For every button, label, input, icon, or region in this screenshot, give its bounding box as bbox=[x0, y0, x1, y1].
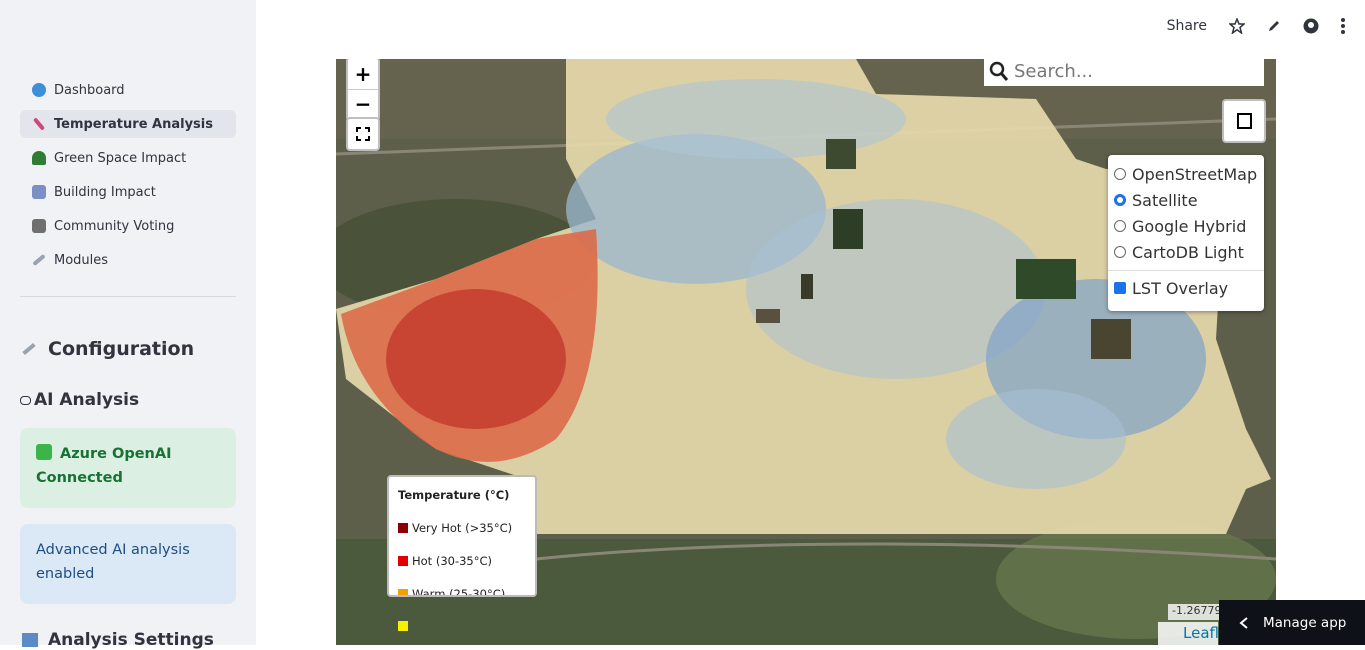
layer-label: CartoDB Light bbox=[1132, 242, 1244, 262]
attribution[interactable]: Leaflet bbox=[1158, 622, 1218, 645]
nav-label: Green Space Impact bbox=[54, 150, 187, 166]
legend-title: Temperature (°C) bbox=[398, 488, 510, 502]
section-header: AI Analysis bbox=[20, 390, 139, 410]
layer-label: Google Hybrid bbox=[1132, 216, 1247, 236]
legend-item: Warm (25-30°C) bbox=[398, 587, 506, 597]
legend-swatch bbox=[398, 621, 408, 631]
layer-label: Satellite bbox=[1132, 190, 1198, 210]
menu-icon[interactable] bbox=[1341, 18, 1345, 34]
nav-item[interactable]: Dashboard bbox=[20, 76, 236, 104]
info-box: Advanced AI analysis enabled bbox=[20, 524, 236, 604]
status-text: Azure OpenAI Connected bbox=[36, 446, 172, 486]
layer-control: OpenStreetMap Satellite Google Hybrid Ca… bbox=[1108, 155, 1264, 311]
sidebar: Dashboard Temperature Analysis Green Spa… bbox=[0, 0, 256, 650]
nav-label: Building Impact bbox=[54, 184, 156, 200]
coordinate-display: -1.26779 bbox=[1168, 604, 1222, 620]
layer-option[interactable]: Google Hybrid bbox=[1108, 213, 1264, 239]
zoom-control: + − bbox=[346, 59, 380, 121]
nav-item[interactable]: Modules bbox=[20, 246, 236, 274]
search-box[interactable]: Search... bbox=[984, 59, 1264, 86]
nav-label: Modules bbox=[54, 252, 109, 268]
nav-item[interactable]: Temperature Analysis bbox=[20, 110, 236, 138]
layer-option[interactable]: CartoDB Light bbox=[1108, 239, 1264, 265]
overlay-option[interactable]: LST Overlay bbox=[1108, 270, 1264, 305]
success-box: Azure OpenAI Connected bbox=[20, 428, 236, 508]
legend-label: Warm (25-30°C) bbox=[412, 587, 506, 597]
toolbar: Share bbox=[1167, 18, 1345, 34]
layer-option[interactable]: OpenStreetMap bbox=[1108, 161, 1264, 187]
zoom-out[interactable]: − bbox=[354, 92, 372, 116]
divider bbox=[20, 296, 236, 297]
map[interactable]: + − Search... OpenStreetMap Satellite Go… bbox=[336, 59, 1276, 645]
section-header: Configuration bbox=[22, 338, 194, 360]
manage-app-label: Manage app bbox=[1263, 614, 1347, 631]
fullscreen-button[interactable] bbox=[346, 117, 380, 151]
layer-toggle[interactable] bbox=[1222, 99, 1266, 143]
legend: Temperature (°C) Very Hot (>35°C) Hot (3… bbox=[387, 475, 537, 597]
status-text: Advanced AI analysis enabled bbox=[36, 542, 190, 582]
layer-option[interactable]: Satellite bbox=[1108, 187, 1264, 213]
header-text: AI Analysis bbox=[34, 390, 140, 410]
edit-icon[interactable] bbox=[1267, 19, 1281, 33]
section-header: Analysis Settings bbox=[22, 630, 214, 650]
star-icon[interactable] bbox=[1229, 18, 1245, 34]
github-icon[interactable] bbox=[1303, 18, 1319, 34]
nav-item[interactable]: Building Impact bbox=[20, 178, 236, 206]
header-text: Configuration bbox=[48, 338, 195, 360]
nav-label: Dashboard bbox=[54, 82, 125, 98]
legend-item: Hot (30-35°C) bbox=[398, 554, 492, 568]
nav-item[interactable]: Green Space Impact bbox=[20, 144, 236, 172]
share-button[interactable]: Share bbox=[1166, 18, 1207, 34]
header-text: Analysis Settings bbox=[48, 630, 214, 650]
layer-label: OpenStreetMap bbox=[1132, 164, 1258, 184]
nav-item[interactable]: Community Voting bbox=[20, 212, 236, 240]
legend-item: Very Hot (>35°C) bbox=[398, 521, 512, 535]
manage-app-button[interactable]: Manage app bbox=[1219, 600, 1365, 645]
legend-label: Hot (30-35°C) bbox=[412, 554, 493, 568]
nav-label: Community Voting bbox=[54, 218, 175, 234]
zoom-in[interactable]: + bbox=[348, 59, 378, 90]
search-placeholder: Search... bbox=[1014, 61, 1094, 82]
legend-label: Very Hot (>35°C) bbox=[412, 521, 513, 535]
layer-label: LST Overlay bbox=[1132, 278, 1229, 298]
nav-label: Temperature Analysis bbox=[54, 116, 213, 132]
